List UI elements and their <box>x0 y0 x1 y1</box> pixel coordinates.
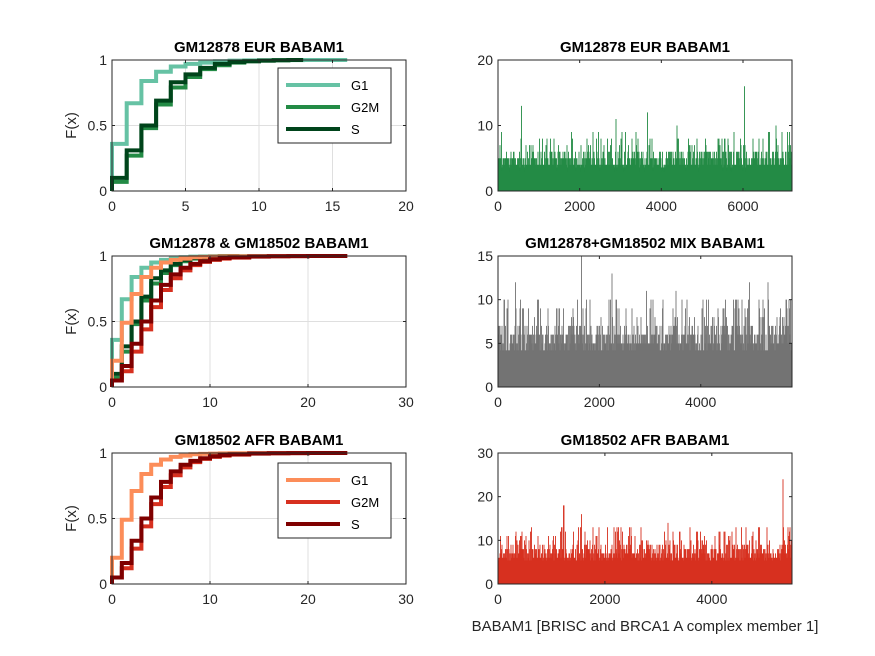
legend-label-g2m: G2M <box>351 495 379 510</box>
y-axis-label: F(x) <box>63 112 80 139</box>
legend-label-s: S <box>351 517 360 532</box>
chart-title: GM12878 EUR BABAM1 <box>174 39 344 56</box>
data-layer <box>497 256 792 387</box>
y-tick-label: 15 <box>477 248 493 264</box>
axes-box <box>497 255 793 388</box>
x-tick-label: 0 <box>108 591 116 607</box>
subplot-mix-counts: 0 2000 4000 0 5 10 15 GM12878+GM18502 MIX BABAM… <box>477 235 793 410</box>
chart-title: GM12878+GM18502 MIX BABAM1 <box>525 235 765 252</box>
y-tick-label: 0 <box>99 379 107 395</box>
figure-x-label: BABAM1 [BRISC and BRCA1 A complex member… <box>472 618 819 635</box>
legend: G1 G2M S <box>277 462 392 539</box>
y-tick-label: 10 <box>477 118 493 134</box>
legend-label-s: S <box>351 122 360 137</box>
y-tick-label: 30 <box>477 445 493 461</box>
x-tick-label: 2000 <box>589 591 620 607</box>
y-tick-label: 0.5 <box>88 511 108 527</box>
subplot-afr-ecdf: 0 10 20 30 0 0.5 1 GM18502 AFR BABAM1 F(x) G1 G2M S <box>63 432 414 607</box>
y-tick-label: 0 <box>99 183 107 199</box>
x-tick-label: 20 <box>300 394 316 410</box>
x-tick-label: 2000 <box>564 198 595 214</box>
y-tick-label: 0 <box>485 576 493 592</box>
y-tick-label: 0.5 <box>88 314 108 330</box>
y-tick-label: 0 <box>99 576 107 592</box>
y-axis-label: F(x) <box>63 505 80 532</box>
x-tick-label: 0 <box>108 198 116 214</box>
x-tick-label: 4000 <box>646 198 677 214</box>
x-tick-label: 10 <box>202 591 218 607</box>
subplot-eur-counts: 0 2000 4000 6000 0 10 20 GM12878 EUR BABAM1 <box>477 39 793 214</box>
y-tick-label: 10 <box>477 292 493 308</box>
x-tick-label: 15 <box>325 198 341 214</box>
x-tick-label: 5 <box>182 198 190 214</box>
axes-box <box>497 452 793 585</box>
y-tick-label: 20 <box>477 489 493 505</box>
y-tick-label: 10 <box>477 532 493 548</box>
y-tick-label: 1 <box>99 52 107 68</box>
y-tick-label: 0.5 <box>88 118 108 134</box>
legend-label-g1: G1 <box>351 473 368 488</box>
y-tick-label: 5 <box>485 335 493 351</box>
x-tick-label: 20 <box>300 591 316 607</box>
x-tick-label: 20 <box>398 198 414 214</box>
y-tick-label: 1 <box>99 445 107 461</box>
ecdf-line-s <box>110 58 304 191</box>
legend-label-g1: G1 <box>351 78 368 93</box>
chart-title: GM18502 AFR BABAM1 <box>175 432 344 449</box>
x-tick-label: 4000 <box>685 394 716 410</box>
subplot-eur-ecdf: 0 5 10 15 20 0 0.5 1 GM12878 EUR BABAM1 F(x) G1 G2M… <box>63 39 414 214</box>
x-tick-label: 6000 <box>727 198 758 214</box>
chart-title: GM12878 EUR BABAM1 <box>560 39 730 56</box>
x-tick-label: 30 <box>398 591 414 607</box>
subplot-afr-counts: 0 2000 4000 0 10 20 30 GM18502 AFR BABAM1 <box>477 432 793 607</box>
x-tick-label: 10 <box>202 394 218 410</box>
legend-label-g2m: G2M <box>351 100 379 115</box>
data-layer <box>497 86 793 191</box>
chart-title: GM18502 AFR BABAM1 <box>561 432 730 449</box>
x-tick-label: 2000 <box>584 394 615 410</box>
legend: G1 G2M S <box>277 67 392 144</box>
y-tick-label: 20 <box>477 52 493 68</box>
y-tick-label: 0 <box>485 183 493 199</box>
x-tick-label: 10 <box>251 198 267 214</box>
y-tick-label: 0 <box>485 379 493 395</box>
chart-title: GM12878 & GM18502 BABAM1 <box>149 235 368 252</box>
x-tick-label: 0 <box>494 394 502 410</box>
x-tick-label: 0 <box>494 591 502 607</box>
subplot-mix-ecdf: 0 10 20 30 0 0.5 1 GM12878 & GM18502 BABAM1 F(x) <box>63 235 414 410</box>
x-tick-label: 4000 <box>696 591 727 607</box>
x-tick-label: 0 <box>494 198 502 214</box>
y-tick-label: 1 <box>99 248 107 264</box>
x-tick-label: 30 <box>398 394 414 410</box>
data-layer <box>497 479 793 584</box>
x-tick-label: 0 <box>108 394 116 410</box>
y-axis-label: F(x) <box>63 308 80 335</box>
